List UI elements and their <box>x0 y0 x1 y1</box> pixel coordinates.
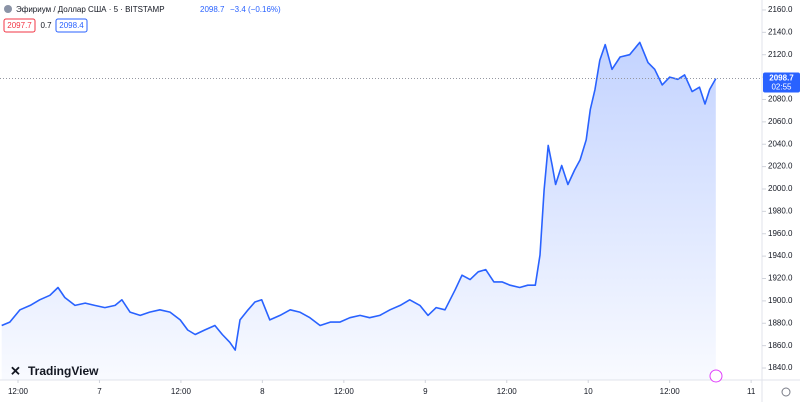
bid[interactable]: 2097.7 <box>7 21 32 30</box>
y-tick-label: 2000.0 <box>768 184 793 193</box>
y-tick-label: 1840.0 <box>768 363 793 372</box>
brand-logo[interactable]: TradingView <box>28 364 99 378</box>
y-tick-label: 1860.0 <box>768 341 793 350</box>
y-tick-label: 2140.0 <box>768 27 793 36</box>
countdown: 02:55 <box>771 83 792 92</box>
y-tick-label: 2060.0 <box>768 117 793 126</box>
price-line <box>1 41 717 351</box>
y-tick-label: 1900.0 <box>768 296 793 305</box>
ask[interactable]: 2098.4 <box>59 21 84 30</box>
y-tick-label: 2020.0 <box>768 162 793 171</box>
symbol-icon <box>4 5 12 13</box>
x-tick-label: 8 <box>260 387 265 396</box>
last-price-label: 2098.7 <box>769 74 794 83</box>
last-price: 2098.7 <box>200 5 225 14</box>
spread: 0.7 <box>40 21 52 30</box>
price-change: −3.4 (−0.16%) <box>230 5 281 14</box>
last-price-tag <box>763 72 800 93</box>
settings-icon[interactable] <box>781 387 791 397</box>
x-tick-label: 9 <box>423 387 428 396</box>
brand-mark: ✕ <box>10 363 21 378</box>
bid-box[interactable] <box>3 18 36 33</box>
y-tick-label: 1880.0 <box>768 318 793 327</box>
y-tick-label: 1960.0 <box>768 229 793 238</box>
x-tick-label: 7 <box>97 387 102 396</box>
events-icon[interactable] <box>709 369 723 383</box>
x-tick-label: 12:00 <box>171 387 192 396</box>
x-tick-label: 12:00 <box>334 387 355 396</box>
y-tick-label: 1980.0 <box>768 206 793 215</box>
x-tick-label: 12:00 <box>497 387 518 396</box>
y-tick-label: 1920.0 <box>768 274 793 283</box>
y-tick-label: 2080.0 <box>768 95 793 104</box>
y-tick-label: 1940.0 <box>768 251 793 260</box>
y-tick-label: 2120.0 <box>768 50 793 59</box>
ask-box[interactable] <box>55 18 88 33</box>
area-fill <box>1 42 716 381</box>
y-tick-label: 2040.0 <box>768 139 793 148</box>
x-tick-label: 12:00 <box>8 387 29 396</box>
x-tick-label: 12:00 <box>660 387 681 396</box>
symbol-title: Эфириум / Доллар США · 5 · BITSTAMP <box>16 5 165 14</box>
x-tick-label: 10 <box>584 387 593 396</box>
plot-area <box>0 41 762 381</box>
y-tick-label: 2160.0 <box>768 5 793 14</box>
x-tick-label: 11 <box>747 387 756 396</box>
